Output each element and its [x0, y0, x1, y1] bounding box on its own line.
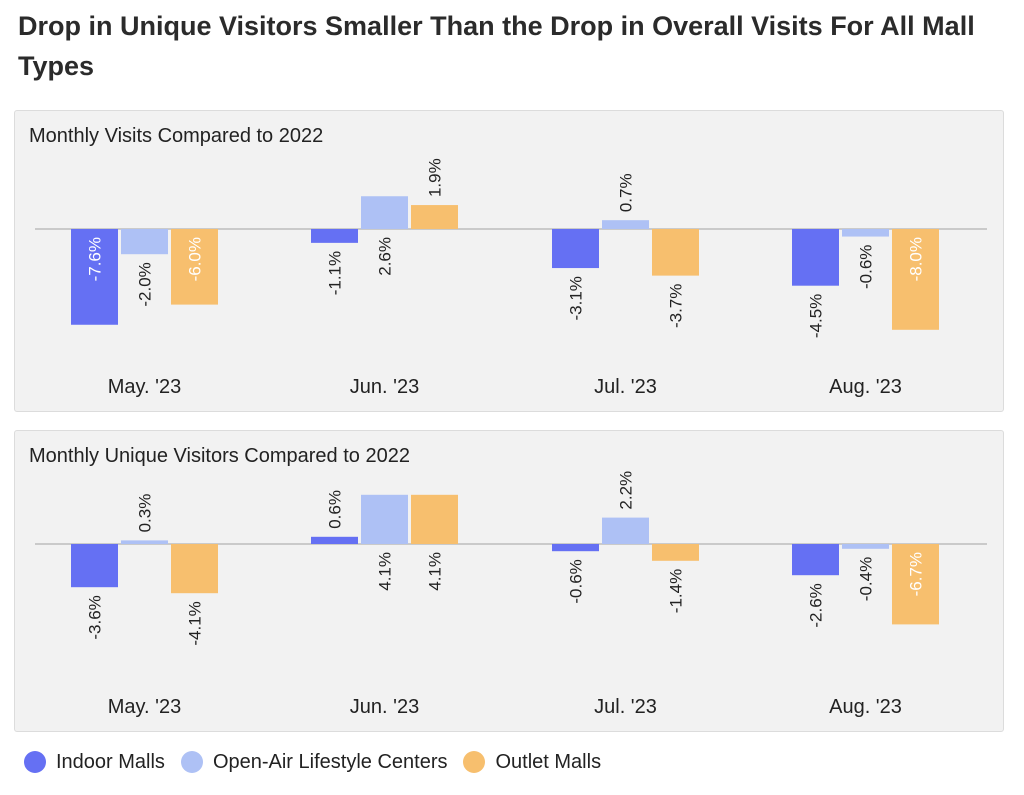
bar-indoor-malls-jul-23[interactable] [552, 544, 599, 552]
category-label-jun-23: Jun. '23 [350, 376, 419, 398]
bar-open-air-lifestyle-centers-jul-23[interactable] [602, 517, 649, 544]
category-label-aug-23: Aug. '23 [829, 376, 902, 398]
data-label-open-air-lifestyle-centers-aug-23: -0.6% [857, 245, 876, 289]
monthly-unique-visitors-title: Monthly Unique Visitors Compared to 2022 [29, 445, 410, 467]
bar-indoor-malls-jun-23[interactable] [311, 229, 358, 243]
bar-open-air-lifestyle-centers-jul-23[interactable] [602, 220, 649, 229]
bar-outlet-malls-jun-23[interactable] [411, 205, 458, 229]
data-label-indoor-malls-jul-23: -3.1% [567, 276, 586, 320]
data-label-indoor-malls-may-23: -7.6% [86, 237, 105, 281]
bar-open-air-lifestyle-centers-may-23[interactable] [121, 229, 168, 255]
bar-outlet-malls-jun-23[interactable] [411, 494, 458, 544]
data-label-outlet-malls-aug-23: -8.0% [907, 237, 926, 281]
data-label-outlet-malls-jul-23: -1.4% [667, 569, 686, 613]
legend-label-outlet-malls: Outlet Malls [495, 750, 602, 773]
bar-outlet-malls-aug-23[interactable] [892, 544, 939, 625]
bar-indoor-malls-aug-23[interactable] [792, 229, 839, 286]
data-label-outlet-malls-aug-23: -6.7% [907, 552, 926, 596]
bar-indoor-malls-jun-23[interactable] [311, 536, 358, 544]
data-label-open-air-lifestyle-centers-may-23: 0.3% [136, 494, 155, 533]
legend-item-indoor-malls[interactable]: Indoor Malls [24, 751, 165, 774]
monthly-visits-panel: Monthly Visits Compared to 2022 -7.6% -2.… [14, 110, 1004, 412]
data-label-open-air-lifestyle-centers-jun-23: 4.1% [376, 552, 395, 591]
data-label-indoor-malls-jun-23: 0.6% [326, 490, 345, 529]
data-label-open-air-lifestyle-centers-jul-23: 0.7% [617, 173, 636, 212]
data-label-open-air-lifestyle-centers-jun-23: 2.6% [376, 237, 395, 276]
data-label-indoor-malls-jul-23: -0.6% [567, 559, 586, 603]
legend-item-open-air-lifestyle-centers[interactable]: Open-Air Lifestyle Centers [180, 750, 448, 774]
monthly-unique-visitors-chart: -3.6% 0.3% -4.1% May. '23 0.6% 4.1% 4.1% Jun. '… [35, 471, 987, 718]
bar-outlet-malls-may-23[interactable] [171, 229, 218, 305]
bar-outlet-malls-aug-23[interactable] [892, 229, 939, 330]
bar-open-air-lifestyle-centers-may-23[interactable] [121, 540, 168, 544]
data-label-indoor-malls-aug-23: -4.5% [807, 294, 826, 338]
chart-main-title: Drop in Unique Visitors Smaller Than the… [18, 11, 975, 81]
monthly-visits-chart: -7.6% -2.0% -6.0% May. '23 -1.1% 2.6% 1.9% Jun.… [35, 158, 987, 398]
chart-legend: Indoor Malls Open-Air Lifestyle Centers … [24, 748, 601, 776]
bar-outlet-malls-jul-23[interactable] [652, 229, 699, 276]
data-label-open-air-lifestyle-centers-jul-23: 2.2% [617, 471, 636, 510]
bar-outlet-malls-may-23[interactable] [171, 544, 218, 594]
category-label-jul-23: Jul. '23 [594, 696, 657, 718]
legend-label-indoor-malls: Indoor Malls [56, 750, 165, 773]
data-label-outlet-malls-may-23: -6.0% [186, 237, 205, 281]
bar-open-air-lifestyle-centers-aug-23[interactable] [842, 544, 889, 549]
bar-indoor-malls-aug-23[interactable] [792, 544, 839, 576]
data-label-indoor-malls-may-23: -3.6% [86, 595, 105, 639]
bar-open-air-lifestyle-centers-jun-23[interactable] [361, 494, 408, 544]
category-label-may-23: May. '23 [108, 696, 181, 718]
data-label-outlet-malls-jul-23: -3.7% [667, 284, 686, 328]
category-label-jun-23: Jun. '23 [350, 696, 419, 718]
data-label-open-air-lifestyle-centers-aug-23: -0.4% [857, 557, 876, 601]
bar-outlet-malls-jul-23[interactable] [652, 544, 699, 561]
legend-item-outlet-malls[interactable]: Outlet Malls [463, 751, 601, 774]
legend-label-open-air-lifestyle-centers: Open-Air Lifestyle Centers [212, 750, 448, 773]
category-label-jul-23: Jul. '23 [594, 376, 657, 398]
category-label-may-23: May. '23 [108, 376, 181, 398]
data-label-open-air-lifestyle-centers-may-23: -2.0% [136, 262, 155, 306]
data-label-indoor-malls-aug-23: -2.6% [807, 583, 826, 627]
legend-swatch-open-air-lifestyle-centers [180, 751, 203, 773]
data-label-outlet-malls-may-23: -4.1% [186, 601, 205, 645]
bar-open-air-lifestyle-centers-aug-23[interactable] [842, 229, 889, 237]
legend-swatch-indoor-malls [24, 751, 46, 773]
bar-indoor-malls-may-23[interactable] [71, 229, 118, 325]
data-label-outlet-malls-jun-23: 4.1% [426, 552, 445, 591]
monthly-visits-title: Monthly Visits Compared to 2022 [29, 125, 324, 147]
monthly-unique-visitors-panel: Monthly Unique Visitors Compared to 2022… [14, 430, 1004, 732]
category-label-aug-23: Aug. '23 [829, 696, 902, 718]
bar-indoor-malls-jul-23[interactable] [552, 229, 599, 269]
data-label-indoor-malls-jun-23: -1.1% [326, 251, 345, 295]
bar-indoor-malls-may-23[interactable] [71, 544, 118, 588]
legend-swatch-outlet-malls [463, 751, 486, 773]
data-label-outlet-malls-jun-23: 1.9% [426, 158, 445, 197]
bar-open-air-lifestyle-centers-jun-23[interactable] [361, 196, 408, 229]
